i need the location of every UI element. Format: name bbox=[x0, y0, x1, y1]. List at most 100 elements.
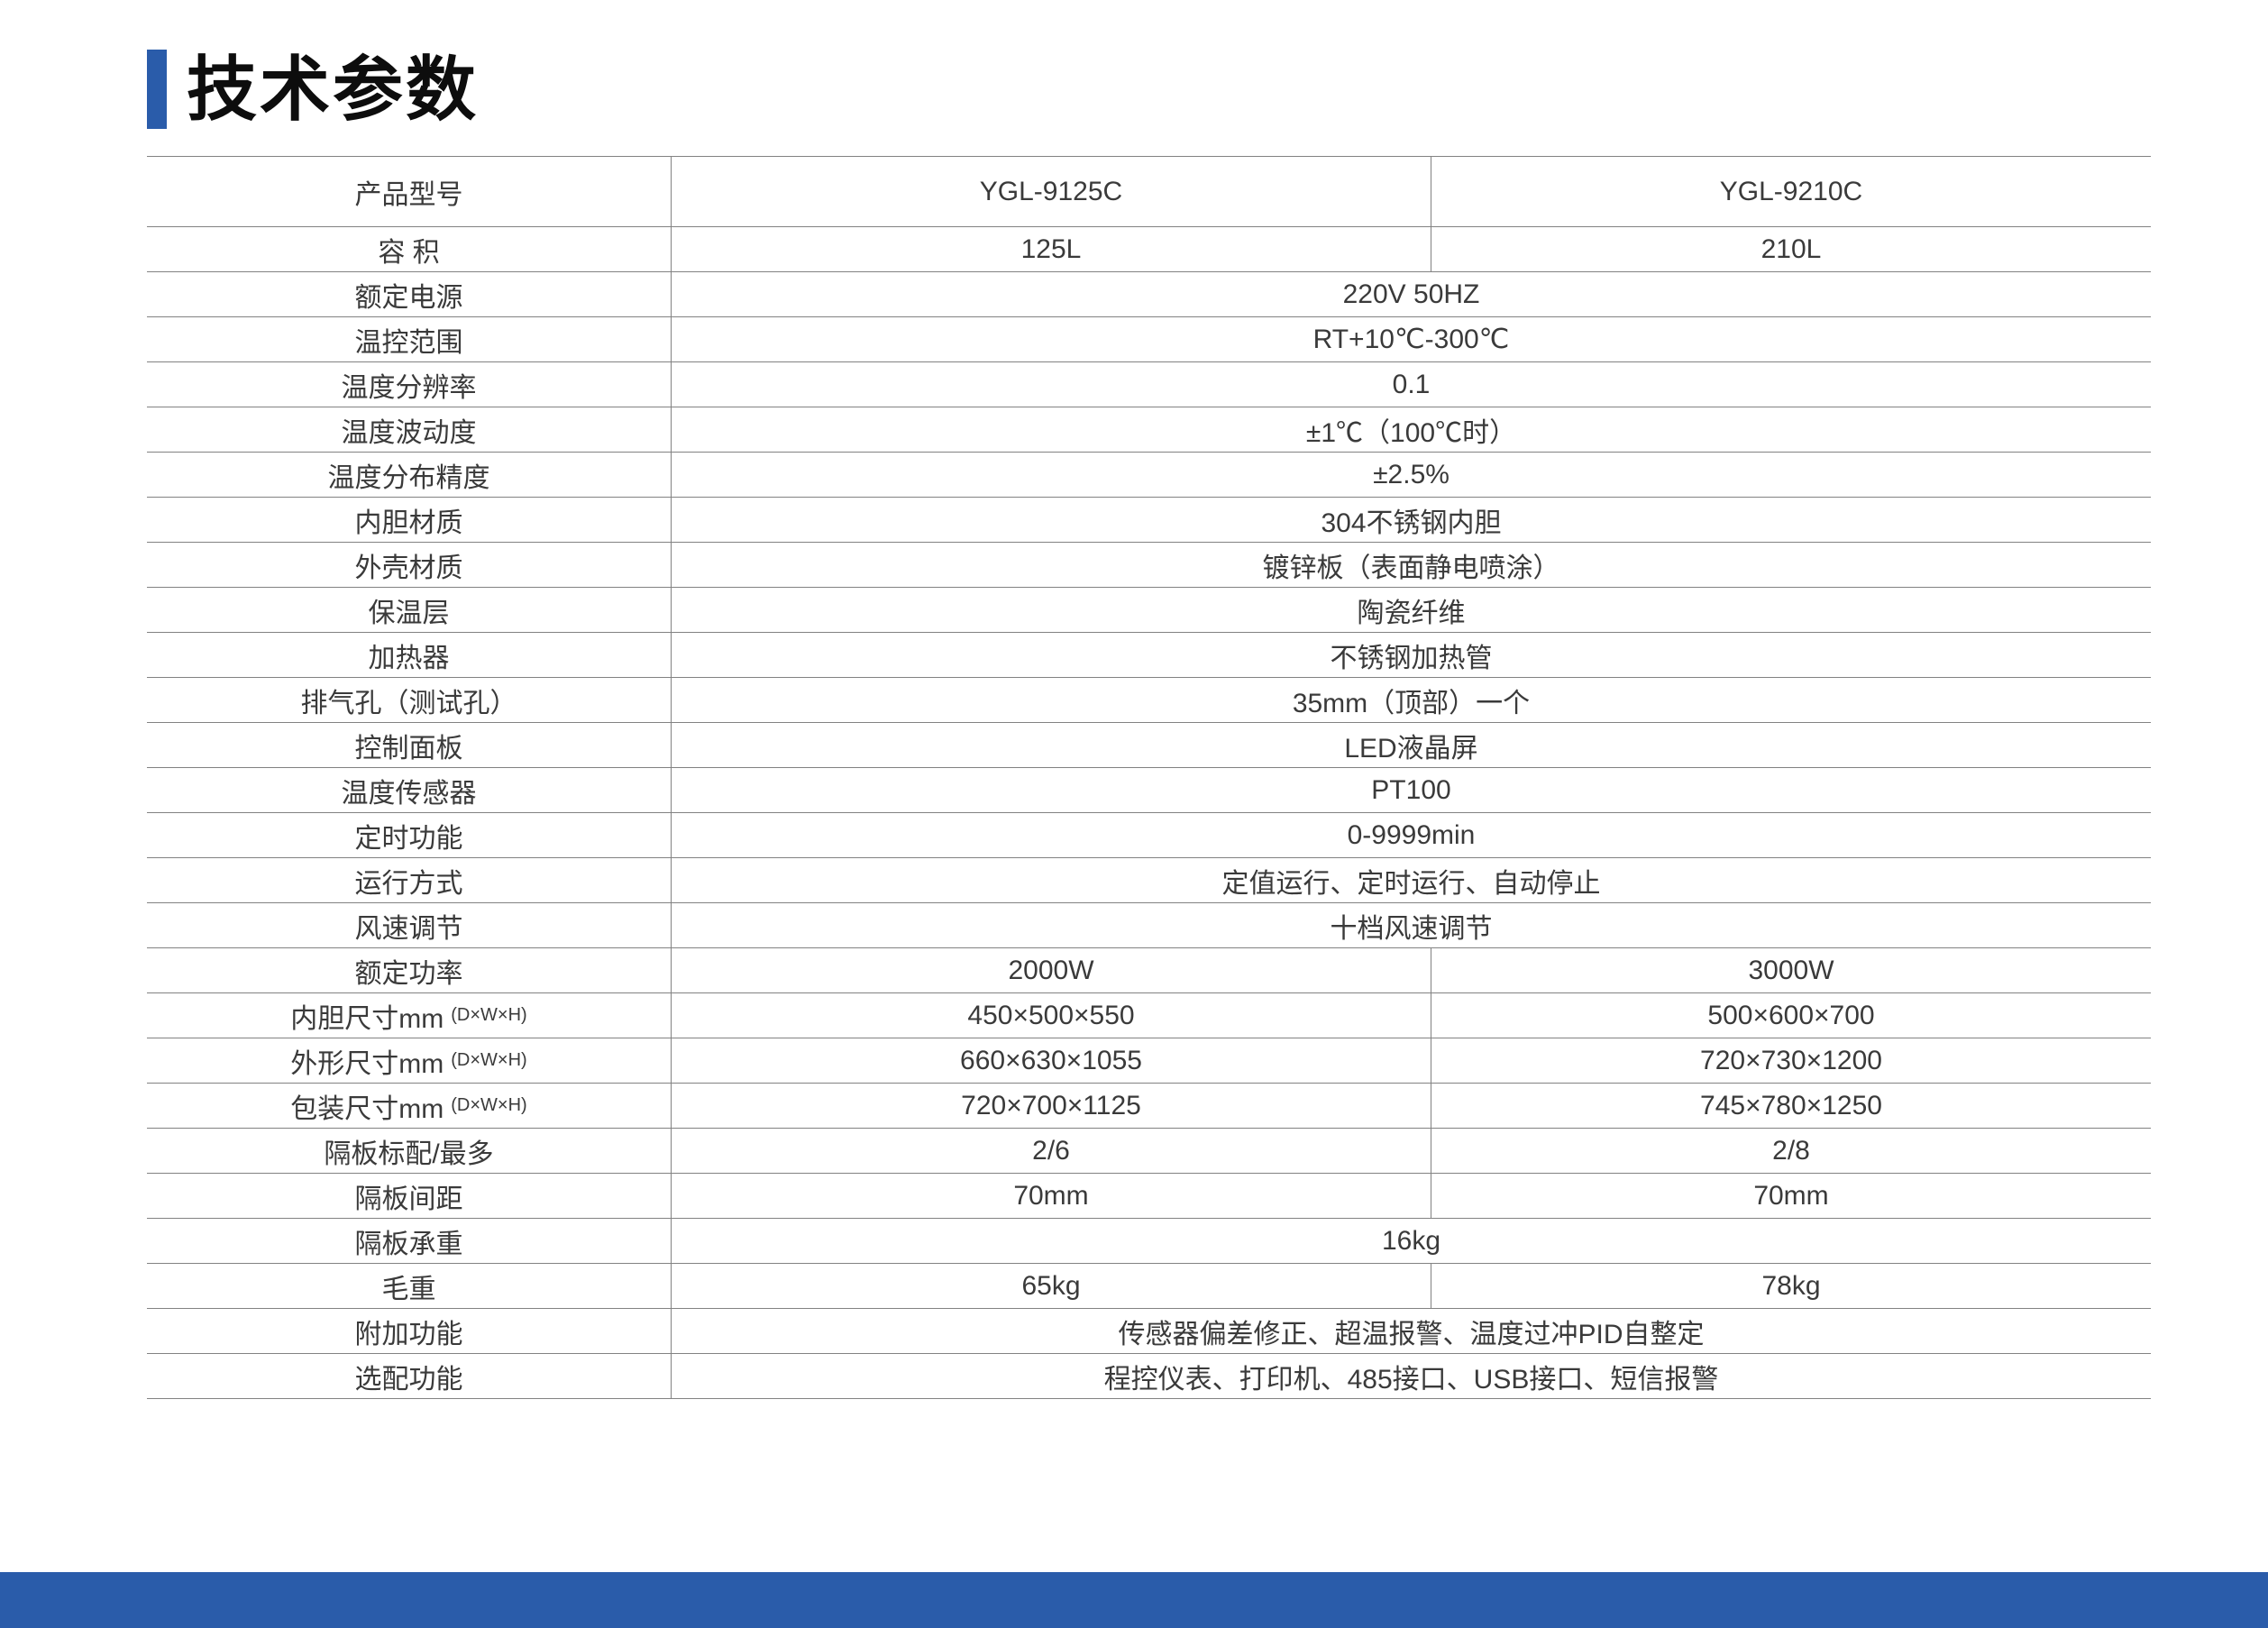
table-row-heater: 加热器 不锈钢加热管 bbox=[147, 632, 2151, 677]
footer-bar bbox=[0, 1572, 2268, 1628]
row-label-text: 外形尺寸mm bbox=[290, 1048, 444, 1079]
row-label-text: 选配功能 bbox=[354, 1364, 463, 1395]
row-label-text: 温度分辨率 bbox=[341, 372, 477, 403]
table-row-package-size: 包装尺寸mm (D×W×H) 720×700×1125 745×780×1250 bbox=[147, 1083, 2151, 1128]
row-label: 加热器 bbox=[147, 633, 672, 677]
row-label-text: 运行方式 bbox=[354, 868, 463, 899]
table-row-temp-range: 温控范围 RT+10℃-300℃ bbox=[147, 316, 2151, 361]
row-value-model-2: 745×780×1250 bbox=[1700, 1090, 1882, 1120]
row-value-shared: 镀锌板（表面静电喷涂） bbox=[1262, 553, 1560, 583]
row-label: 温度分辨率 bbox=[147, 362, 672, 407]
table-row-temp-sensor: 温度传感器 PT100 bbox=[147, 767, 2151, 812]
row-value-model-1: 125L bbox=[672, 227, 1431, 271]
row-label: 风速调节 bbox=[147, 903, 672, 947]
row-value-shared: 定值运行、定时运行、自动停止 bbox=[1221, 868, 1601, 899]
table-row-outer-size: 外形尺寸mm (D×W×H) 660×630×1055 720×730×1200 bbox=[147, 1038, 2151, 1083]
row-label: 容 积 bbox=[147, 227, 672, 271]
row-label-text: 温控范围 bbox=[354, 327, 463, 358]
row-label: 附加功能 bbox=[147, 1309, 672, 1353]
row-value-model-1: 660×630×1055 bbox=[672, 1038, 1431, 1083]
row-value-model-1: 65kg bbox=[672, 1264, 1431, 1308]
row-label-text: 外壳材质 bbox=[354, 553, 463, 583]
row-value-model-2: YGL-9210C bbox=[1719, 176, 1863, 206]
row-value-shared: 304不锈钢内胆 bbox=[1321, 508, 1502, 538]
page-header: 技术参数 bbox=[147, 50, 479, 129]
row-value-shared: 不锈钢加热管 bbox=[1330, 643, 1493, 673]
row-label: 运行方式 bbox=[147, 858, 672, 902]
row-label: 隔板承重 bbox=[147, 1219, 672, 1263]
row-value-model-2: 2/8 bbox=[1772, 1135, 1810, 1166]
row-label: 产品型号 bbox=[147, 157, 672, 226]
table-row-power-supply: 额定电源 220V 50HZ bbox=[147, 271, 2151, 316]
table-row-shelf-load: 隔板承重 16kg bbox=[147, 1218, 2151, 1263]
title-accent-bar bbox=[147, 50, 167, 129]
row-label-text: 毛重 bbox=[381, 1274, 436, 1304]
row-value-shared: PT100 bbox=[1371, 774, 1451, 805]
row-label: 排气孔（测试孔） bbox=[147, 678, 672, 722]
row-value-model-2: 720×730×1200 bbox=[1700, 1045, 1882, 1075]
row-label-text: 内胆材质 bbox=[354, 508, 463, 538]
row-label-text: 产品型号 bbox=[354, 179, 463, 210]
row-label-text: 包装尺寸mm bbox=[290, 1093, 444, 1124]
table-row-timer: 定时功能 0-9999min bbox=[147, 812, 2151, 857]
table-row-optional-functions: 选配功能 程控仪表、打印机、485接口、USB接口、短信报警 bbox=[147, 1353, 2151, 1398]
row-label-text: 温度传感器 bbox=[341, 778, 477, 809]
row-label: 隔板间距 bbox=[147, 1174, 672, 1218]
row-label-text: 温度波动度 bbox=[341, 417, 477, 448]
row-value-shared: 220V 50HZ bbox=[1342, 279, 1480, 309]
row-value-model-2: 210L bbox=[1760, 233, 1822, 264]
row-label-text: 容 积 bbox=[378, 237, 440, 268]
row-label-text: 隔板承重 bbox=[354, 1229, 463, 1259]
row-label: 温度分布精度 bbox=[147, 453, 672, 497]
row-label-text: 隔板间距 bbox=[354, 1184, 463, 1214]
row-value-model-2: 78kg bbox=[1761, 1270, 1821, 1301]
row-label-text: 额定电源 bbox=[354, 282, 463, 313]
row-label-suffix: (D×W×H) bbox=[451, 1005, 527, 1025]
row-label-text: 额定功率 bbox=[354, 958, 463, 989]
row-value-shared: 16kg bbox=[1381, 1225, 1441, 1256]
row-label: 外壳材质 bbox=[147, 543, 672, 587]
row-label: 额定功率 bbox=[147, 948, 672, 992]
table-row-volume: 容 积 125L 210L bbox=[147, 226, 2151, 271]
row-label-text: 控制面板 bbox=[354, 733, 463, 764]
table-row-exhaust-hole: 排气孔（测试孔） 35mm（顶部）一个 bbox=[147, 677, 2151, 722]
row-value-shared: ±1℃（100℃时） bbox=[1305, 417, 1517, 448]
row-value-shared: 陶瓷纤维 bbox=[1357, 598, 1466, 628]
row-value-shared: ±2.5% bbox=[1373, 459, 1450, 489]
row-label-text: 温度分布精度 bbox=[327, 462, 490, 493]
page-title: 技术参数 bbox=[187, 50, 480, 129]
row-label-text: 附加功能 bbox=[354, 1319, 463, 1349]
row-label-text: 风速调节 bbox=[354, 913, 463, 944]
row-label: 内胆材质 bbox=[147, 498, 672, 542]
row-value-model-2: 500×600×700 bbox=[1707, 1000, 1875, 1030]
row-label: 温度传感器 bbox=[147, 768, 672, 812]
row-label: 毛重 bbox=[147, 1264, 672, 1308]
row-label: 保温层 bbox=[147, 588, 672, 632]
table-row-run-mode: 运行方式 定值运行、定时运行、自动停止 bbox=[147, 857, 2151, 902]
table-row-extra-functions: 附加功能 传感器偏差修正、超温报警、温度过冲PID自整定 bbox=[147, 1308, 2151, 1353]
row-value-shared: 传感器偏差修正、超温报警、温度过冲PID自整定 bbox=[1118, 1319, 1705, 1349]
row-value-shared: 十档风速调节 bbox=[1330, 913, 1493, 944]
row-label: 包装尺寸mm (D×W×H) bbox=[147, 1084, 672, 1128]
row-label-suffix: (D×W×H) bbox=[451, 1095, 527, 1115]
row-value-shared: LED液晶屏 bbox=[1344, 733, 1478, 764]
row-label-text: 保温层 bbox=[368, 598, 450, 628]
row-label: 温控范围 bbox=[147, 317, 672, 361]
row-label-suffix: (D×W×H) bbox=[451, 1050, 527, 1070]
row-label-text: 定时功能 bbox=[354, 823, 463, 854]
row-value-model-2: 70mm bbox=[1753, 1180, 1829, 1211]
row-value-shared: 0.1 bbox=[1392, 369, 1431, 399]
row-value-model-1: YGL-9125C bbox=[672, 157, 1431, 226]
row-label: 温度波动度 bbox=[147, 407, 672, 452]
row-label: 内胆尺寸mm (D×W×H) bbox=[147, 993, 672, 1038]
table-row-temp-resolution: 温度分辨率 0.1 bbox=[147, 361, 2151, 407]
row-label: 外形尺寸mm (D×W×H) bbox=[147, 1038, 672, 1083]
row-value-shared: RT+10℃-300℃ bbox=[1312, 325, 1510, 354]
row-value-shared: 程控仪表、打印机、485接口、USB接口、短信报警 bbox=[1103, 1364, 1719, 1395]
table-row-liner-size: 内胆尺寸mm (D×W×H) 450×500×550 500×600×700 bbox=[147, 992, 2151, 1038]
row-value-model-1: 720×700×1125 bbox=[672, 1084, 1431, 1128]
row-value-model-2: 3000W bbox=[1748, 955, 1834, 985]
row-value-model-1: 2/6 bbox=[672, 1129, 1431, 1173]
table-row-temp-fluctuation: 温度波动度 ±1℃（100℃时） bbox=[147, 407, 2151, 452]
